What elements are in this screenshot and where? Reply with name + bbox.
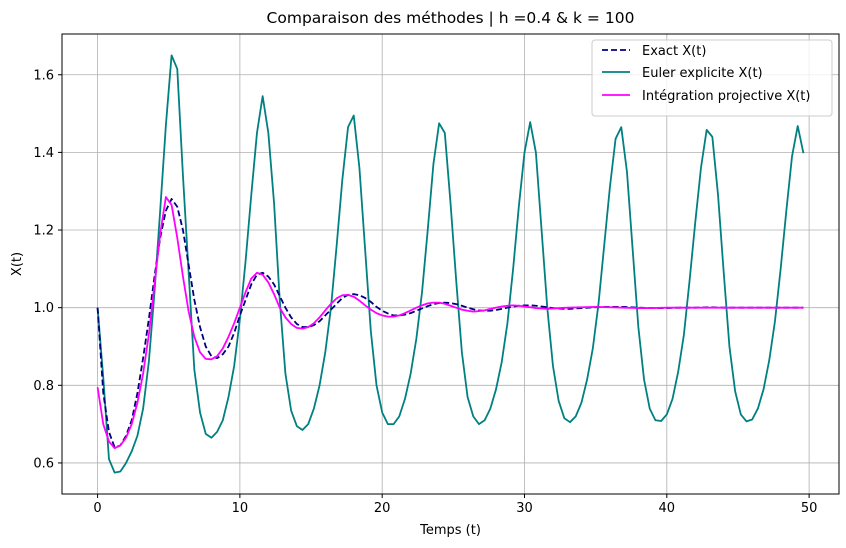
- y-tick-label: 0.6: [33, 456, 54, 471]
- legend-box: [591, 39, 833, 117]
- chart-title: Comparaison des méthodes | h =0.4 & k = …: [267, 9, 635, 27]
- legend-label-projective: Intégration projective X(t): [642, 89, 810, 104]
- axes-frame: [61, 33, 840, 495]
- y-axis: 0.6 0.8 1.0 1.2 1.4 1.6: [33, 68, 62, 471]
- x-tick-label: 50: [801, 501, 818, 516]
- x-tick-label: 20: [374, 501, 391, 516]
- y-tick-label: 1.6: [33, 68, 54, 83]
- y-tick-label: 1.4: [33, 146, 54, 161]
- legend-label-euler: Euler explicite X(t): [642, 66, 763, 81]
- x-axis-label: Temps (t): [419, 523, 481, 538]
- x-tick-label: 0: [93, 501, 101, 516]
- y-axis-label: X(t): [10, 252, 25, 276]
- x-axis: 0 10 20 30 40 50: [93, 494, 817, 516]
- y-tick-label: 0.8: [33, 379, 54, 394]
- x-tick-label: 30: [516, 501, 533, 516]
- y-tick-label: 1.2: [33, 224, 54, 239]
- series-euler-line: [96, 54, 805, 474]
- series-exact-line: [96, 198, 804, 449]
- legend: Exact X(t) Euler explicite X(t) Intégrat…: [591, 39, 833, 117]
- x-tick-label: 10: [232, 501, 249, 516]
- x-tick-label: 40: [659, 501, 676, 516]
- plot-area: [96, 54, 805, 474]
- series-projective-line: [96, 196, 804, 450]
- legend-label-exact: Exact X(t): [642, 44, 706, 59]
- y-tick-label: 1.0: [33, 301, 54, 316]
